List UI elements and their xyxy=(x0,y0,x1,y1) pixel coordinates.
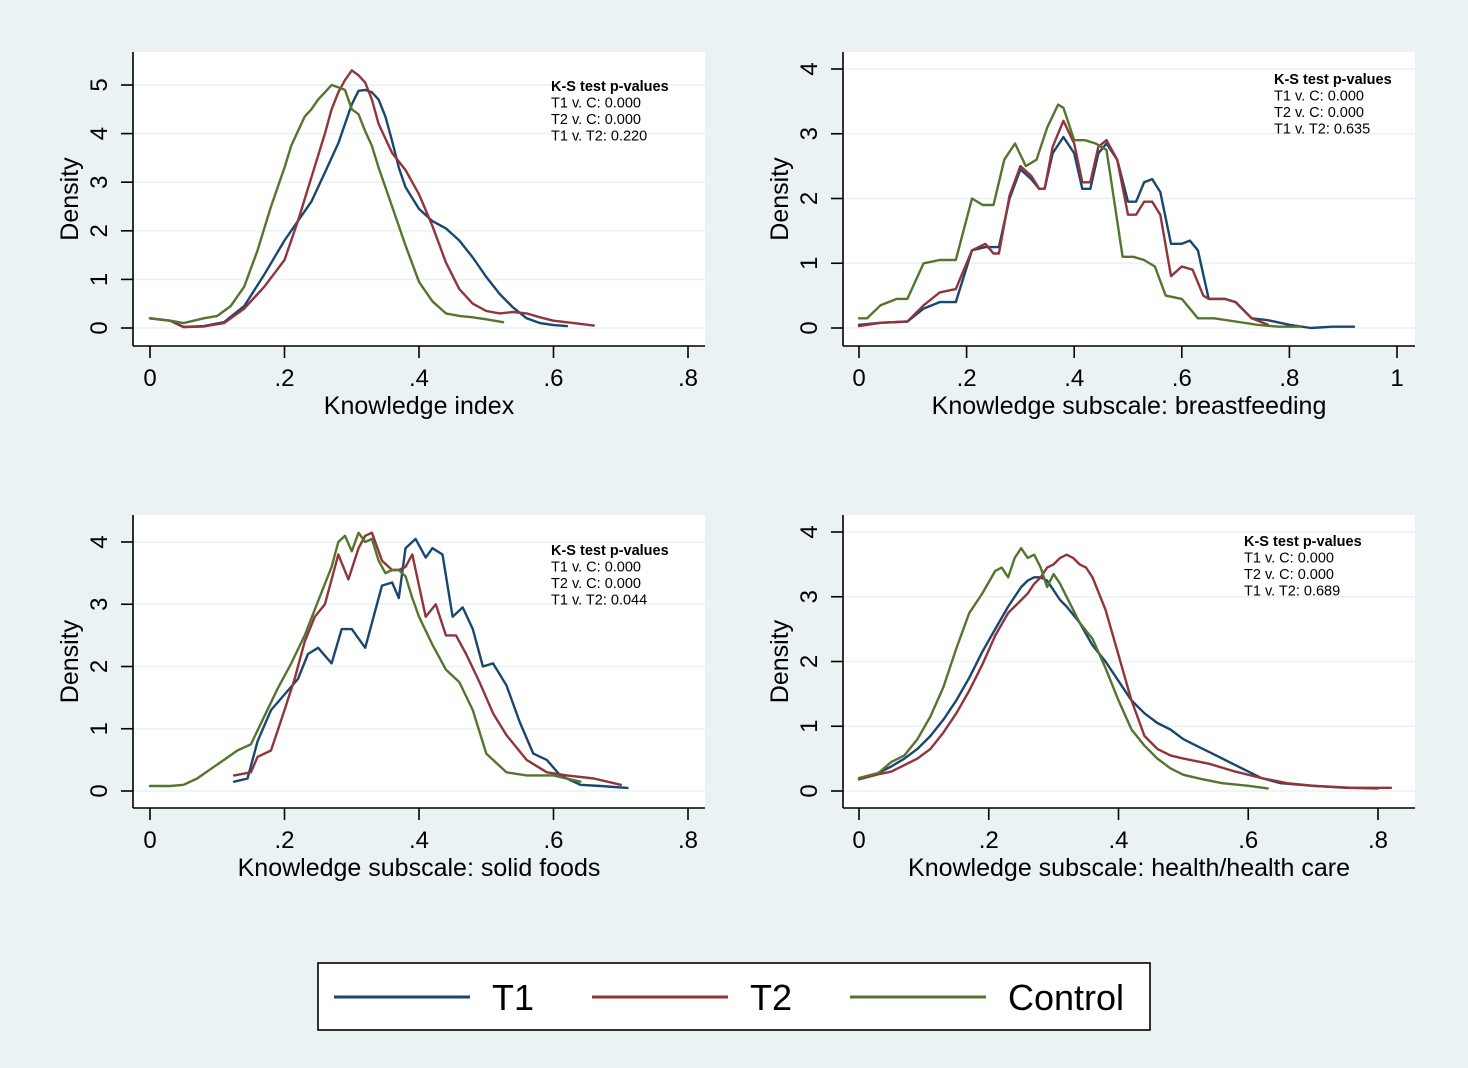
ks-annotation-title: K-S test p-values xyxy=(551,543,669,559)
ks-annotation-line-2: T1 v. T2: 0.220 xyxy=(551,129,647,145)
y-tick-label-0: 0 xyxy=(86,321,113,334)
y-tick-label-4: 4 xyxy=(796,62,823,75)
ks-annotation-line-2: T1 v. T2: 0.044 xyxy=(551,593,647,609)
y-tick-label-0: 0 xyxy=(796,321,823,334)
x-tick-label-4: .8 xyxy=(1368,827,1388,854)
x-tick-label-3: .6 xyxy=(1172,365,1192,392)
series-line-t1 xyxy=(148,88,569,329)
x-tick-label-4: .8 xyxy=(678,365,698,392)
x-tick-label-0: 0 xyxy=(852,827,865,854)
x-tick-label-4: .8 xyxy=(678,827,698,854)
y-tick-label-4: 4 xyxy=(796,525,823,538)
y-tick-label-4: 4 xyxy=(86,535,113,548)
x-axis-title: Knowledge subscale: solid foods xyxy=(238,854,601,882)
y-axis-title: Density xyxy=(56,619,84,703)
y-tick-label-3: 3 xyxy=(86,598,113,611)
x-tick-label-0: 0 xyxy=(852,365,865,392)
plot-area xyxy=(133,515,705,808)
x-tick-label-3: .6 xyxy=(543,827,563,854)
y-tick-label-0: 0 xyxy=(86,784,113,797)
y-tick-label-3: 3 xyxy=(86,176,113,189)
ks-annotation-title: K-S test p-values xyxy=(551,79,669,95)
ks-annotation-title: K-S test p-values xyxy=(1274,72,1392,88)
x-tick-label-1: .2 xyxy=(274,827,294,854)
y-tick-label-2: 2 xyxy=(86,224,113,237)
legend-label-t2: T2 xyxy=(750,977,792,1018)
ks-annotation-line-1: T2 v. C: 0.000 xyxy=(551,112,641,128)
ks-annotation-line-2: T1 v. T2: 0.689 xyxy=(1244,584,1340,600)
series-line-t1 xyxy=(232,537,629,790)
ks-annotation-line-0: T1 v. C: 0.000 xyxy=(551,96,641,112)
panel-health-care: 0 1 2 3 4 0 .2 .4 .6 .8 Knowledge subscale: health… xyxy=(766,515,1415,882)
series-line-control xyxy=(148,531,582,788)
legend: T1 T2 Control xyxy=(317,962,1151,1031)
x-tick-label-2: .4 xyxy=(409,827,429,854)
series-line-control xyxy=(857,103,1302,328)
y-tick-label-4: 4 xyxy=(86,127,113,140)
series-line-t2 xyxy=(857,119,1270,328)
y-tick-label-2: 2 xyxy=(86,660,113,673)
x-axis-title: Knowledge subscale: health/health care xyxy=(908,854,1350,882)
plot-area xyxy=(133,52,705,346)
series-line-t1 xyxy=(857,576,1380,790)
y-tick-label-5: 5 xyxy=(86,78,113,91)
ks-annotation-line-0: T1 v. C: 0.000 xyxy=(551,560,641,576)
series-line-control xyxy=(857,547,1269,790)
y-tick-label-2: 2 xyxy=(796,655,823,668)
y-axis-title: Density xyxy=(766,619,794,703)
x-tick-label-3: .6 xyxy=(543,365,563,392)
ks-annotation-title: K-S test p-values xyxy=(1244,534,1362,550)
x-tick-label-0: 0 xyxy=(143,827,156,854)
ks-annotation-line-1: T2 v. C: 0.000 xyxy=(1274,105,1364,121)
panel-breastfeeding: 0 1 2 3 4 0 .2 .4 .6 .8 1 Knowledge subscale: breas… xyxy=(766,52,1415,420)
x-tick-label-4: .8 xyxy=(1279,365,1299,392)
y-tick-label-3: 3 xyxy=(796,127,823,140)
y-tick-label-0: 0 xyxy=(796,784,823,797)
y-tick-label-3: 3 xyxy=(796,590,823,603)
x-tick-label-1: .2 xyxy=(979,827,999,854)
x-tick-label-2: .4 xyxy=(1108,827,1128,854)
x-tick-label-0: 0 xyxy=(143,365,156,392)
y-tick-label-2: 2 xyxy=(796,192,823,205)
ks-annotation-line-0: T1 v. C: 0.000 xyxy=(1244,551,1334,567)
y-tick-label-1: 1 xyxy=(86,273,113,286)
legend-label-control: Control xyxy=(1008,977,1124,1018)
x-tick-label-2: .4 xyxy=(1064,365,1084,392)
y-axis-title: Density xyxy=(56,157,84,241)
y-tick-label-1: 1 xyxy=(796,257,823,270)
panel-knowledge-index: 0 1 2 3 4 5 0 .2 .4 .6 .8 Knowledge index Density K-S… xyxy=(56,52,705,420)
series-line-control xyxy=(148,83,505,325)
x-tick-label-5: 1 xyxy=(1390,365,1403,392)
y-axis-title: Density xyxy=(766,157,794,241)
series-line-t2 xyxy=(148,69,595,329)
y-tick-label-1: 1 xyxy=(86,722,113,735)
legend-label-t1: T1 xyxy=(492,977,534,1018)
panel-solid-foods: 0 1 2 3 4 0 .2 .4 .6 .8 Knowledge subscale: solid … xyxy=(56,515,705,882)
x-axis-title: Knowledge index xyxy=(324,392,515,420)
x-tick-label-2: .4 xyxy=(409,365,429,392)
ks-annotation-line-1: T2 v. C: 0.000 xyxy=(1244,567,1334,583)
x-axis-title: Knowledge subscale: breastfeeding xyxy=(932,392,1327,420)
x-tick-label-1: .2 xyxy=(274,365,294,392)
y-tick-label-1: 1 xyxy=(796,720,823,733)
ks-annotation-line-2: T1 v. T2: 0.635 xyxy=(1274,122,1370,138)
x-tick-label-1: .2 xyxy=(957,365,977,392)
x-tick-label-3: .6 xyxy=(1238,827,1258,854)
ks-annotation-line-0: T1 v. C: 0.000 xyxy=(1274,89,1364,105)
series-line-t2 xyxy=(857,553,1393,789)
ks-annotation-line-1: T2 v. C: 0.000 xyxy=(551,576,641,592)
